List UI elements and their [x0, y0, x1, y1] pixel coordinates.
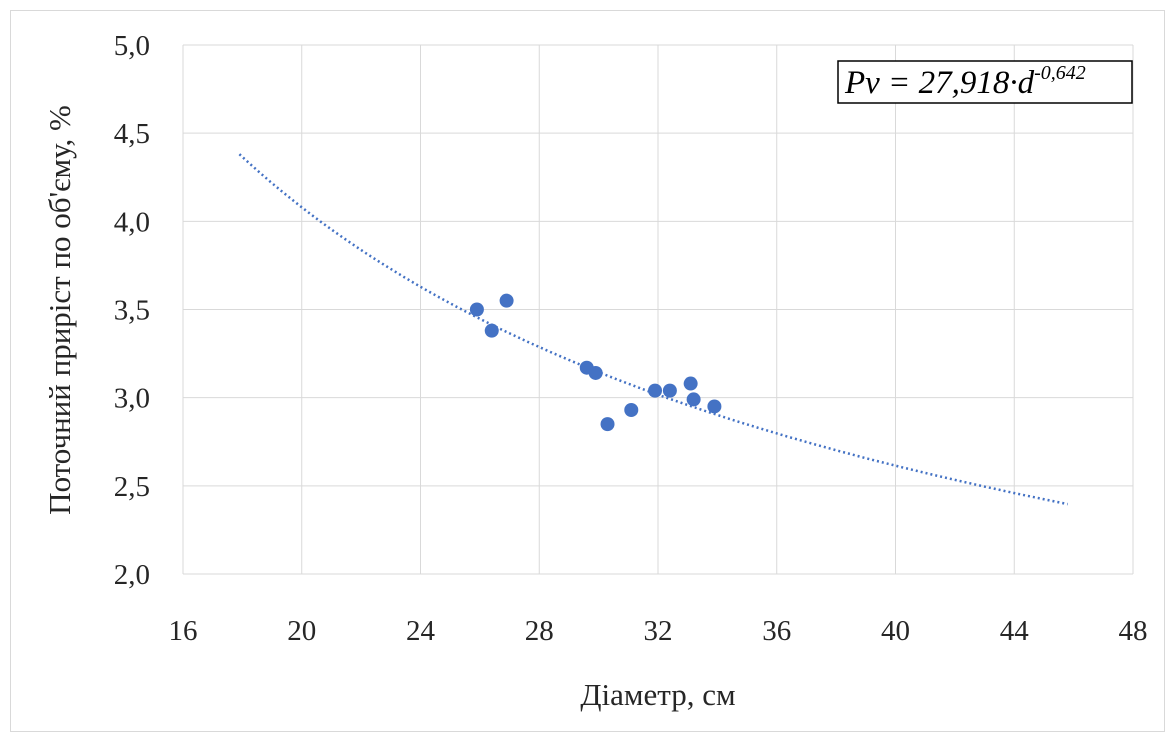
data-point [662, 383, 677, 398]
y-tick-label: 2,5 [114, 471, 150, 503]
data-point [683, 376, 698, 391]
y-tick-label: 3,5 [114, 295, 150, 327]
y-tick-label: 4,0 [114, 206, 150, 238]
x-tick-label: 20 [287, 615, 316, 647]
data-point [648, 383, 663, 398]
svg-text:Pv = 27,918·d-0,642: Pv = 27,918·d-0,642 [844, 62, 1086, 101]
data-point [499, 293, 514, 308]
data-point [686, 392, 701, 407]
data-point [624, 403, 639, 418]
x-tick-label: 16 [169, 615, 198, 647]
x-tick-label: 48 [1119, 615, 1148, 647]
x-tick-labels: 16 20 24 28 32 36 40 44 48 [169, 615, 1148, 647]
x-tick-label: 44 [1000, 615, 1030, 647]
x-tick-label: 40 [881, 615, 910, 647]
trendline [238, 153, 1068, 506]
data-point [600, 417, 615, 432]
data-point [469, 302, 484, 317]
data-points [469, 293, 722, 432]
y-tick-label: 3,0 [114, 383, 150, 415]
equation-main: Pv = 27,918·d [844, 65, 1035, 101]
data-point [484, 323, 499, 338]
y-tick-label: 5,0 [114, 30, 150, 62]
y-axis-title: Поточний приріст по об'єму, % [42, 105, 77, 515]
equation-box: Pv = 27,918·d-0,642 [837, 60, 1133, 104]
trendline-group [238, 153, 1068, 506]
x-axis-title: Діаметр, см [580, 677, 735, 712]
x-tick-label: 32 [644, 615, 673, 647]
data-point [588, 365, 603, 380]
data-point [707, 399, 722, 414]
y-tick-label: 4,5 [114, 118, 150, 150]
y-tick-label: 2,0 [114, 559, 150, 591]
x-tick-label: 28 [525, 615, 554, 647]
x-tick-label: 24 [406, 615, 436, 647]
y-tick-labels: 2,0 2,5 3,0 3,5 4,0 4,5 5,0 [114, 30, 150, 591]
gridlines [182, 44, 1134, 575]
equation-exponent: -0,642 [1034, 62, 1086, 84]
x-tick-label: 36 [762, 615, 791, 647]
